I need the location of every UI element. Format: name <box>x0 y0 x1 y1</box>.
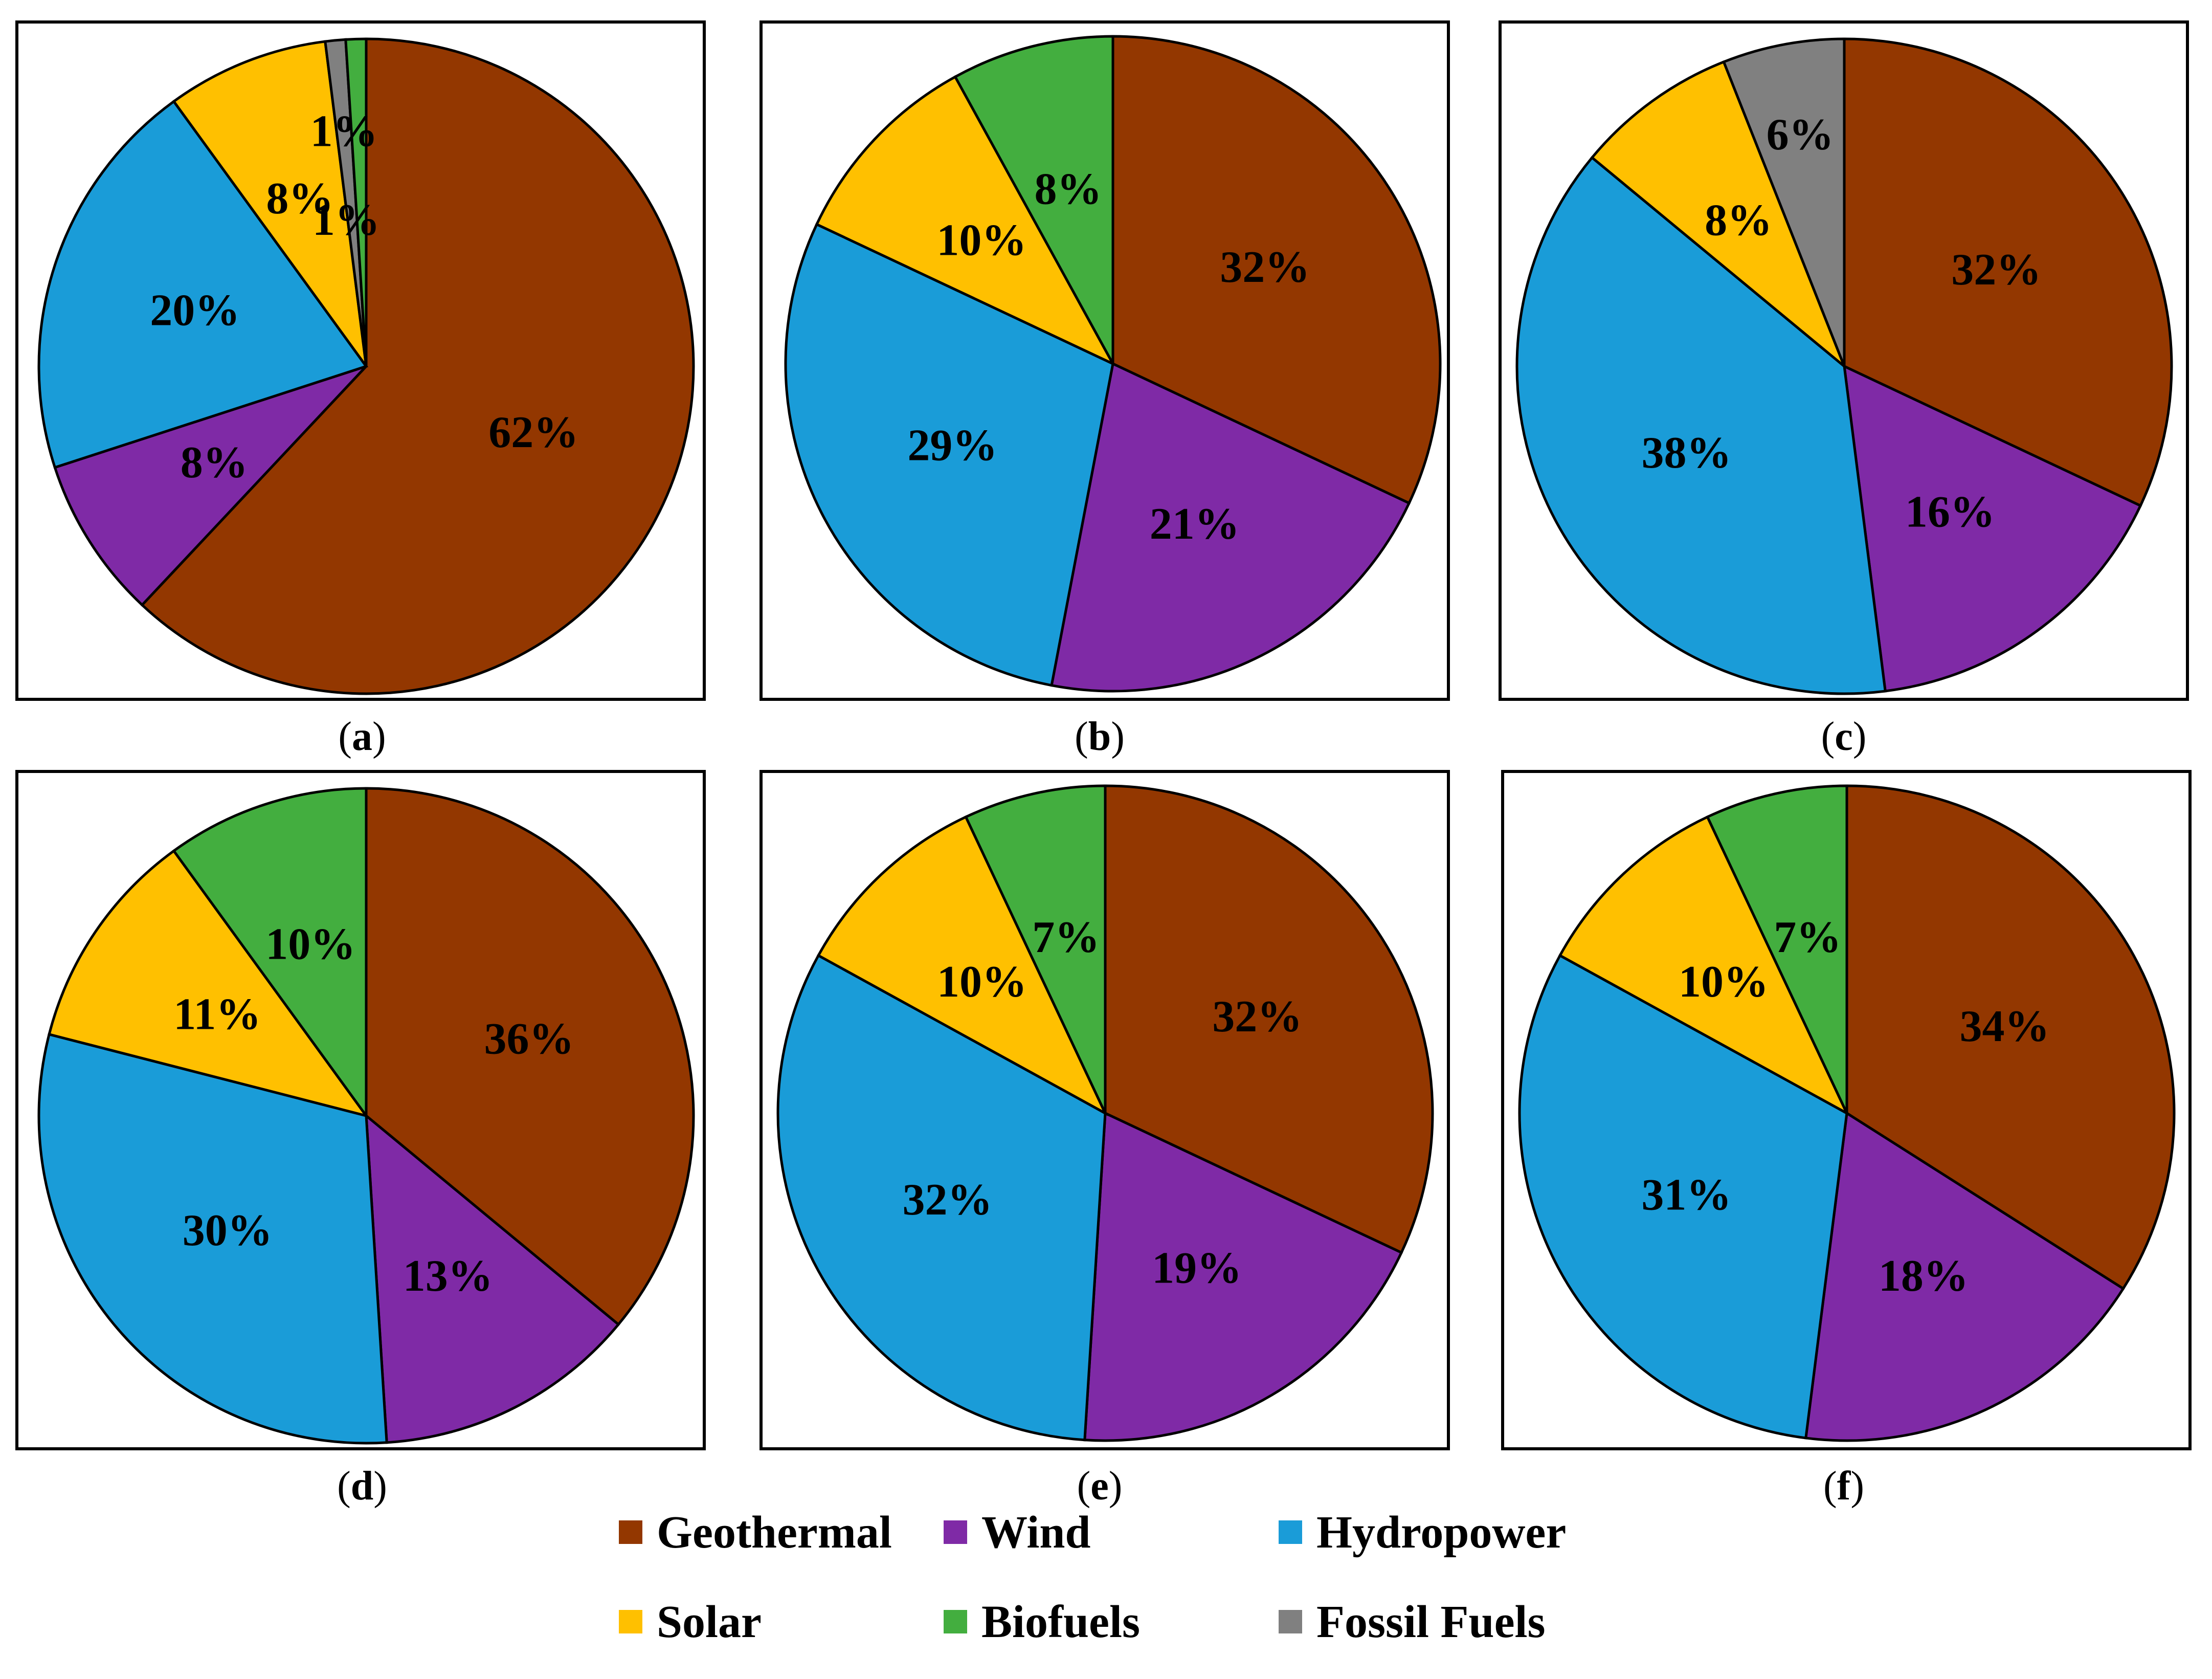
data-label-wind: 16% <box>1905 487 1995 537</box>
pie-panel-a: 62% 8% 20% 8% 1% 1% <box>15 20 706 701</box>
slice-geothermal <box>1111 35 1442 505</box>
legend-item-wind: Wind <box>944 1507 1091 1558</box>
data-label-hydropower: 30% <box>183 1206 273 1255</box>
legend-label-wind: Wind <box>981 1507 1091 1558</box>
data-label-geothermal: 32% <box>1220 242 1310 292</box>
data-label-wind: 21% <box>1150 499 1240 549</box>
pie-panel-d: 36% 13% 30% 11% 10% <box>15 770 706 1450</box>
data-label-biofuels: 7% <box>1774 913 1841 962</box>
slice-geothermal <box>140 37 695 695</box>
data-label-geothermal: 62% <box>488 408 578 457</box>
slice-hydropower <box>784 223 1114 687</box>
data-label-wind: 18% <box>1879 1251 1969 1301</box>
data-label-solar: 10% <box>937 957 1027 1007</box>
data-label-geothermal: 32% <box>1951 245 2041 295</box>
pie-panel-f: 34% 18% 31% 10% 7% <box>1501 770 2192 1450</box>
data-label-hydropower: 38% <box>1642 428 1732 478</box>
legend-label-fossil-fuels: Fossil Fuels <box>1316 1596 1546 1647</box>
slice-geothermal <box>1104 784 1434 1254</box>
legend-item-biofuels: Biofuels <box>944 1596 1141 1647</box>
slice-solar <box>172 40 368 367</box>
legend-item-solar: Solar <box>619 1596 762 1647</box>
slice-wind <box>1842 364 2142 693</box>
legend-item-geothermal: Geothermal <box>619 1507 892 1558</box>
data-label-hydropower: 20% <box>150 286 240 336</box>
slice-geothermal <box>1843 37 2173 507</box>
legend-item-hydropower: Hydropower <box>1279 1507 1566 1558</box>
caption-f: (f) <box>1823 1464 1864 1509</box>
slice-wind <box>1804 1111 2125 1442</box>
data-label-hydropower: 31% <box>1641 1170 1731 1220</box>
slice-geothermal <box>1845 784 2176 1291</box>
slice-hydropower <box>1518 954 1848 1440</box>
slice-hydropower <box>776 954 1107 1442</box>
pie-chart-c: 32% 16% 38% 8% 6% <box>1515 37 2173 695</box>
slice-hydropower <box>1515 156 1887 695</box>
data-label-wind: 19% <box>1152 1243 1242 1293</box>
caption-c: (c) <box>1821 714 1867 759</box>
pie-chart-b: 32% 21% 29% 10%8% <box>784 35 1442 693</box>
data-label-solar: 8% <box>1705 196 1772 246</box>
slice-hydropower <box>37 1032 388 1445</box>
data-label-biofuels: 8% <box>1034 165 1102 214</box>
slice-biofuels <box>953 35 1114 365</box>
legend-label-hydropower: Hydropower <box>1316 1507 1567 1558</box>
data-label-hydropower: 29% <box>907 421 997 470</box>
slice-hydropower <box>37 99 369 469</box>
data-label-biofuels: 7% <box>1032 913 1100 962</box>
legend-label-solar: Solar <box>657 1596 762 1647</box>
legend-swatch-wind <box>944 1520 967 1544</box>
legend-label-biofuels: Biofuels <box>981 1596 1141 1647</box>
slice-geothermal <box>365 787 695 1327</box>
slice-wind <box>1050 362 1411 693</box>
slice-biofuels <box>344 37 368 367</box>
legend-swatch-biofuels <box>944 1610 967 1633</box>
caption-a: (a) <box>338 714 386 759</box>
data-label-geothermal: 32% <box>1212 992 1302 1042</box>
pie-chart-e: 32% 19% 32% 10%7% <box>776 784 1434 1442</box>
legend-item-fossil-fuels: Fossil Fuels <box>1279 1596 1546 1647</box>
slice-wind <box>1083 1111 1403 1442</box>
pie-panel-b: 32% 21% 29% 10% 8% <box>759 20 1450 701</box>
data-label-solar: 8% <box>266 174 333 224</box>
slice-solar <box>815 75 1116 367</box>
data-label-geothermal: 34% <box>1959 1002 2049 1051</box>
caption-e: (e) <box>1077 1464 1123 1509</box>
legend-swatch-geothermal <box>619 1520 642 1544</box>
slice-wind <box>365 1113 620 1444</box>
slice-solar <box>1590 60 1846 367</box>
slice-wind <box>53 365 367 607</box>
data-label-wind: 8% <box>181 438 248 488</box>
slice-solar <box>816 815 1108 1116</box>
legend-swatch-solar <box>619 1610 642 1633</box>
slice-biofuels <box>172 787 368 1120</box>
data-label-solar: 11% <box>173 990 261 1040</box>
pie-chart-d: 36% 13% 30% 11%10% <box>37 787 695 1445</box>
caption-d: (d) <box>337 1464 387 1509</box>
legend-label-geothermal: Geothermal <box>657 1507 892 1558</box>
pie-chart-f: 34% 18% 31% 10%7% <box>1518 784 2176 1442</box>
caption-b: (b) <box>1075 714 1125 759</box>
data-label-biofuels: 1% <box>312 195 380 245</box>
pie-panel-c: 32% 16% 38% 8% 6% <box>1499 20 2189 701</box>
slice-biofuels <box>964 784 1107 1114</box>
slice-fossil-fuels <box>1722 37 1846 367</box>
pie-chart-a: 62%8%20%8%1%1% <box>37 37 695 695</box>
legend-swatch-fossil-fuels <box>1279 1610 1302 1633</box>
data-label-fossil-fuels: 6% <box>1767 110 1834 160</box>
slice-biofuels <box>1706 784 1848 1114</box>
legend-swatch-hydropower <box>1279 1520 1302 1544</box>
data-label-solar: 10% <box>936 216 1026 266</box>
slice-solar <box>1558 815 1850 1116</box>
data-label-biofuels: 10% <box>265 920 355 969</box>
data-label-geothermal: 36% <box>484 1014 574 1064</box>
data-label-wind: 13% <box>403 1251 493 1301</box>
data-label-fossil-fuels: 1% <box>310 107 378 157</box>
pie-panel-e: 32% 19% 32% 10% 7% <box>759 770 1450 1450</box>
data-label-solar: 10% <box>1679 957 1769 1007</box>
data-label-hydropower: 32% <box>903 1175 993 1225</box>
slice-solar <box>48 849 370 1118</box>
